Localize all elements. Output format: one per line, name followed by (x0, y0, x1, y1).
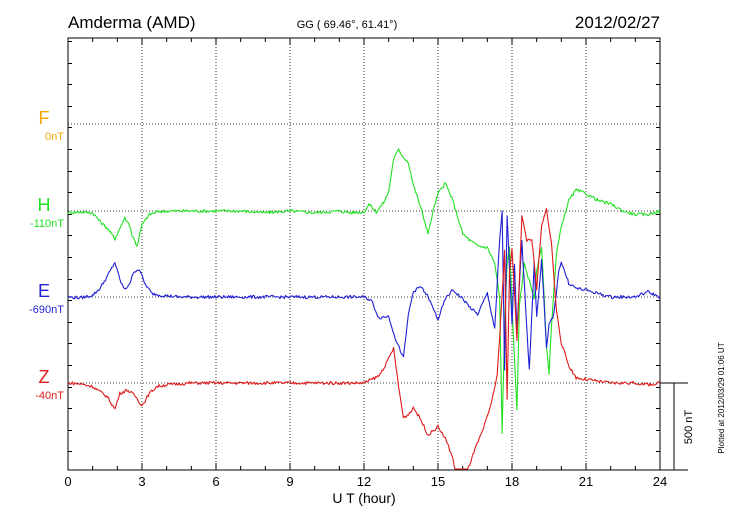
x-tick-label: 12 (357, 474, 371, 489)
data-traces (67, 148, 661, 470)
series-baseline-f: 0nT (45, 131, 64, 143)
trace-e (67, 210, 661, 371)
series-name-z: Z (39, 367, 50, 387)
x-tick-label: 9 (286, 474, 293, 489)
series-baseline-z: -40nT (35, 390, 64, 402)
x-tick-label: 18 (505, 474, 519, 489)
station-title: Amderma (AMD) (68, 13, 196, 32)
series-labels: F 0nT H -110nT E -690nT Z -40nT (29, 108, 64, 402)
coordinates-label: GG ( 69.46°, 61.41°) (297, 19, 398, 31)
x-axis-title: U T (hour) (332, 490, 395, 506)
x-tick-label: 15 (431, 474, 445, 489)
series-baseline-h: -110nT (30, 218, 64, 230)
scale-bar-label: 500 nT (683, 410, 695, 445)
series-name-e: E (38, 281, 50, 301)
axis-ticks (67, 38, 661, 470)
x-tick-labels: 0 3 6 9 12 15 18 21 24 (64, 474, 667, 489)
scale-bar (660, 382, 688, 471)
grid (68, 38, 660, 470)
series-name-f: F (39, 108, 50, 128)
series-name-h: H (38, 195, 51, 215)
x-tick-label: 0 (64, 474, 71, 489)
x-tick-label: 24 (653, 474, 667, 489)
date-label: 2012/02/27 (575, 13, 660, 32)
trace-h (67, 148, 661, 434)
series-baseline-e: -690nT (29, 304, 64, 316)
x-tick-label: 6 (212, 474, 219, 489)
x-tick-label: 21 (579, 474, 593, 489)
plotted-timestamp: Plotted at 2012/03/29 01:06 UT (717, 342, 726, 453)
trace-z (67, 207, 661, 470)
x-tick-label: 3 (138, 474, 145, 489)
